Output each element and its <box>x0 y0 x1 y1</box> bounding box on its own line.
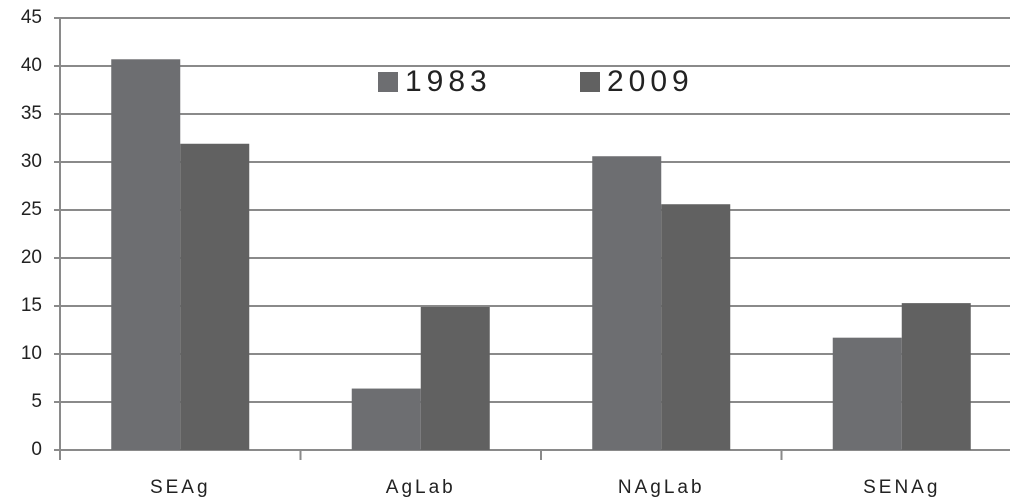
legend-label: 1983 <box>405 65 492 98</box>
bar <box>420 306 490 450</box>
legend-label: 2009 <box>607 65 694 98</box>
bar <box>592 156 662 451</box>
y-tick-label: 15 <box>21 295 42 316</box>
y-tick-label: 25 <box>21 199 42 220</box>
y-tick-label: 45 <box>21 7 42 28</box>
x-tick-label: SEAg <box>150 477 211 498</box>
x-tick-label: SENAg <box>863 477 940 498</box>
x-tick-label: AgLab <box>386 477 456 498</box>
y-tick-label: 5 <box>31 391 42 412</box>
y-tick-label: 40 <box>21 55 42 76</box>
y-tick-label: 35 <box>21 103 42 124</box>
y-tick-label: 20 <box>21 247 42 268</box>
x-tick-label: NAgLab <box>618 477 705 498</box>
bar <box>180 143 250 450</box>
legend-swatch <box>580 72 600 92</box>
bar <box>351 388 421 450</box>
y-tick-label: 30 <box>21 151 42 172</box>
bar <box>832 337 902 450</box>
y-tick-label: 10 <box>21 343 42 364</box>
bar <box>661 204 731 450</box>
bar <box>111 59 181 450</box>
bar <box>901 303 971 450</box>
legend-swatch <box>378 72 398 92</box>
y-tick-label: 0 <box>31 439 42 460</box>
